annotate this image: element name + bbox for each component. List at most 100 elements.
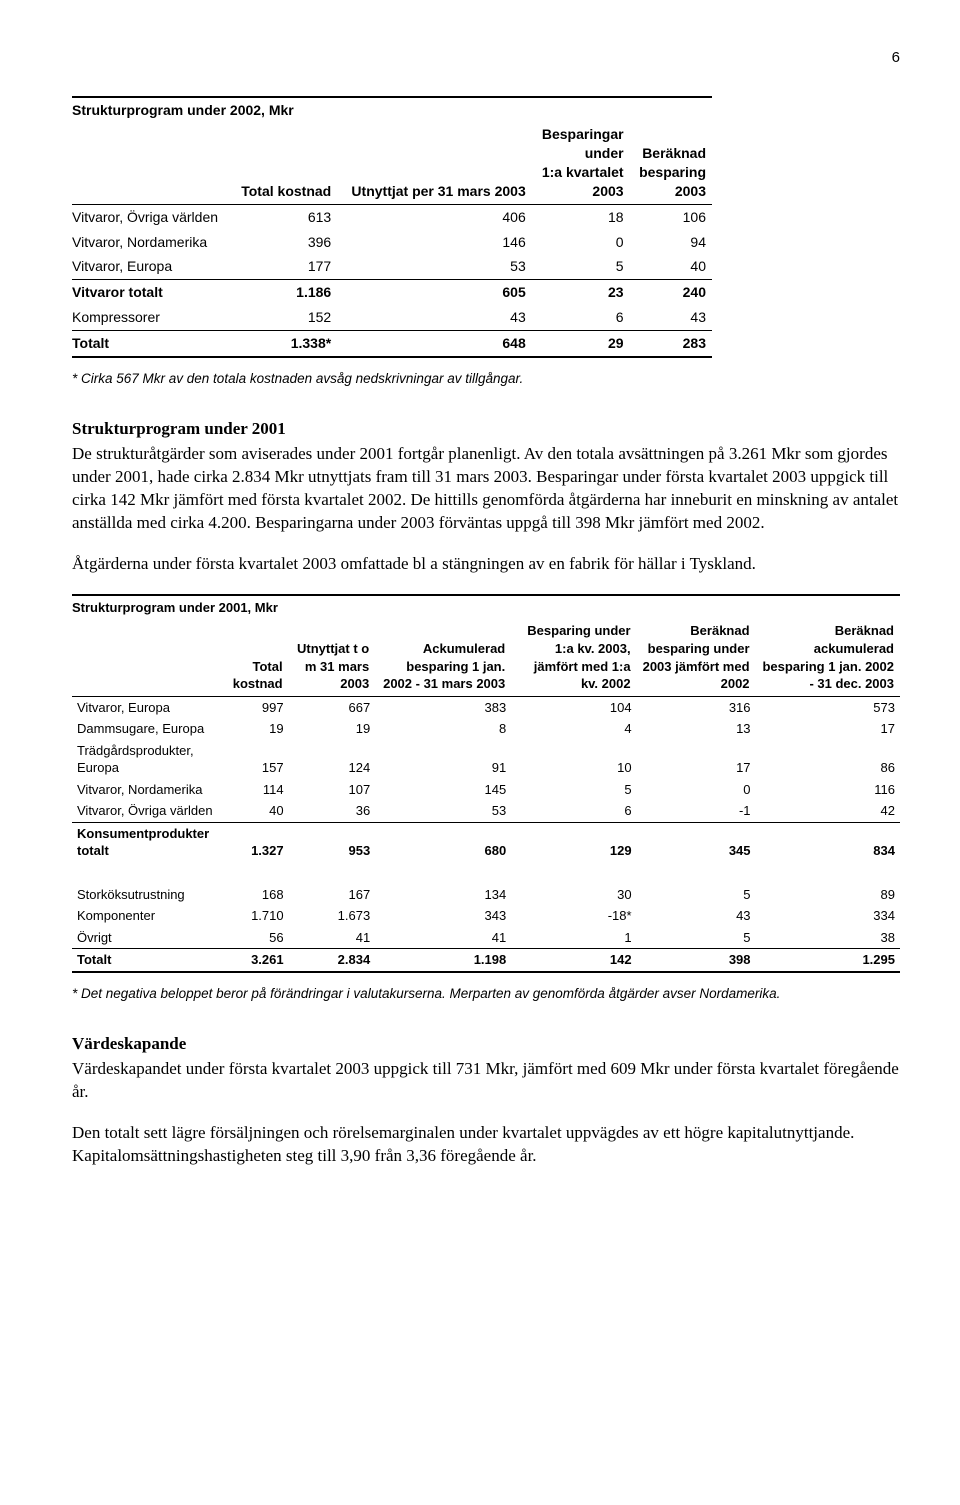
page-number: 6: [72, 48, 900, 68]
cell-value: 107: [289, 779, 376, 801]
table-row: Vitvaror, Övriga världen4036536-142: [72, 800, 900, 822]
cell-value: 106: [630, 204, 712, 229]
row-label: Vitvaror, Nordamerika: [72, 779, 221, 801]
cell-value: 5: [532, 254, 630, 279]
cell-value: 152: [231, 305, 337, 330]
cell-value: 142: [511, 949, 636, 972]
cell-value: 1.295: [756, 949, 900, 972]
cell-value: 648: [337, 331, 532, 357]
table1-col2: Utnyttjat per 31 mars 2003: [337, 122, 532, 204]
cell-value: 2.834: [289, 949, 376, 972]
table2-col6: Beräknad ackumulerad besparing 1 jan. 20…: [756, 619, 900, 696]
cell-value: 146: [337, 230, 532, 255]
table-row: Vitvaror, Europa997667383104316573: [72, 696, 900, 718]
row-label: Komponenter: [72, 905, 221, 927]
heading-vardeskapande: Värdeskapande: [72, 1033, 900, 1056]
table-row: Vitvaror totalt1.18660523240: [72, 280, 712, 305]
cell-value: 114: [221, 779, 289, 801]
cell-value: 56: [221, 927, 289, 949]
table2-footnote: * Det negativa beloppet beror på förändr…: [72, 985, 900, 1003]
cell-value: 36: [289, 800, 376, 822]
cell-value: 343: [375, 905, 511, 927]
cell-value: -1: [637, 800, 756, 822]
cell-value: 1: [511, 927, 636, 949]
cell-value: 997: [221, 696, 289, 718]
cell-value: 53: [375, 800, 511, 822]
row-label: Storköksutrustning: [72, 884, 221, 906]
table-row: Storköksutrustning16816713430589: [72, 884, 900, 906]
table1-col4: Beräknad besparing 2003: [630, 122, 712, 204]
cell-value: 1.673: [289, 905, 376, 927]
table-strukturprogram-2001: Strukturprogram under 2001, Mkr Total ko…: [72, 594, 900, 973]
cell-value: 398: [637, 949, 756, 972]
cell-value: 134: [375, 884, 511, 906]
table-row: Komponenter1.7101.673343-18*43334: [72, 905, 900, 927]
table-row: Vitvaror, Nordamerika396146094: [72, 230, 712, 255]
cell-value: 396: [231, 230, 337, 255]
cell-value: 406: [337, 204, 532, 229]
cell-value: 383: [375, 696, 511, 718]
para-strukturprogram-2001-text1: De strukturåtgärder som aviserades under…: [72, 443, 900, 535]
cell-value: 0: [532, 230, 630, 255]
cell-value: 1.338*: [231, 331, 337, 357]
table2-col2: Utnyttjat t o m 31 mars 2003: [289, 619, 376, 696]
cell-value: 18: [532, 204, 630, 229]
cell-value: 40: [630, 254, 712, 279]
cell-value: 345: [637, 822, 756, 862]
row-label: Vitvaror, Europa: [72, 254, 231, 279]
row-label: Dammsugare, Europa: [72, 718, 221, 740]
heading-strukturprogram-2001: Strukturprogram under 2001: [72, 418, 900, 441]
cell-value: 6: [511, 800, 636, 822]
table2-col1: Total kostnad: [221, 619, 289, 696]
cell-value: 953: [289, 822, 376, 862]
cell-value: 605: [337, 280, 532, 305]
row-label: Konsumentprodukter totalt: [72, 822, 221, 862]
cell-value: 124: [289, 740, 376, 779]
cell-value: 667: [289, 696, 376, 718]
cell-value: 17: [756, 718, 900, 740]
table-row: Dammsugare, Europa1919841317: [72, 718, 900, 740]
cell-value: 91: [375, 740, 511, 779]
cell-value: 8: [375, 718, 511, 740]
cell-value: 19: [221, 718, 289, 740]
cell-value: -18*: [511, 905, 636, 927]
cell-value: 334: [756, 905, 900, 927]
cell-value: 1.327: [221, 822, 289, 862]
cell-value: 1.198: [375, 949, 511, 972]
table-row: [72, 862, 900, 884]
row-label: Totalt: [72, 331, 231, 357]
cell-value: 10: [511, 740, 636, 779]
table1-footnote: * Cirka 567 Mkr av den totala kostnaden …: [72, 370, 900, 388]
cell-value: 41: [375, 927, 511, 949]
para-vardeskapande-2: Den totalt sett lägre försäljningen och …: [72, 1122, 900, 1168]
cell-value: 1.186: [231, 280, 337, 305]
cell-value: 43: [337, 305, 532, 330]
cell-value: 6: [532, 305, 630, 330]
table-row: Vitvaror, Nordamerika11410714550116: [72, 779, 900, 801]
cell-value: 573: [756, 696, 900, 718]
table-row: Vitvaror, Övriga världen61340618106: [72, 204, 712, 229]
table-row: Totalt1.338*64829283: [72, 331, 712, 357]
cell-value: 240: [630, 280, 712, 305]
cell-value: 23: [532, 280, 630, 305]
cell-value: 5: [637, 927, 756, 949]
table1-col3: Besparingar under 1:a kvartalet 2003: [532, 122, 630, 204]
row-label: Totalt: [72, 949, 221, 972]
cell-value: 129: [511, 822, 636, 862]
cell-value: 42: [756, 800, 900, 822]
cell-value: 4: [511, 718, 636, 740]
cell-value: 89: [756, 884, 900, 906]
row-label: Vitvaror, Europa: [72, 696, 221, 718]
row-label: Vitvaror, Nordamerika: [72, 230, 231, 255]
table1-col1: Total kostnad: [231, 122, 337, 204]
row-label: Kompressorer: [72, 305, 231, 330]
row-label: Vitvaror totalt: [72, 280, 231, 305]
cell-value: 94: [630, 230, 712, 255]
cell-value: 29: [532, 331, 630, 357]
cell-value: 613: [231, 204, 337, 229]
cell-value: 3.261: [221, 949, 289, 972]
cell-value: 145: [375, 779, 511, 801]
table-row: Totalt3.2612.8341.1981423981.295: [72, 949, 900, 972]
row-label: Övrigt: [72, 927, 221, 949]
cell-value: 19: [289, 718, 376, 740]
